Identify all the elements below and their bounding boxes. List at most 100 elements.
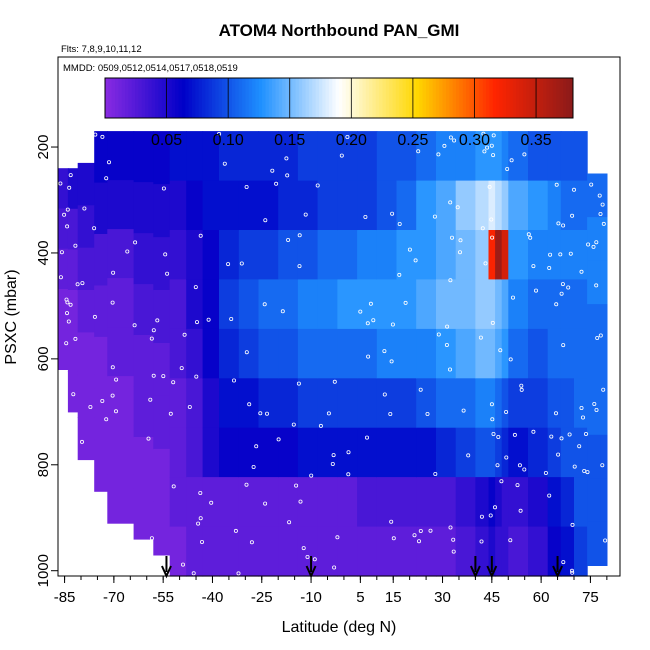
heat-cell — [547, 477, 562, 528]
data-marker — [531, 264, 536, 269]
y-tick-label: 600 — [35, 346, 52, 371]
heat-cell — [337, 180, 358, 231]
heat-cell — [202, 477, 220, 528]
data-marker — [481, 131, 486, 136]
data-marker — [206, 317, 211, 322]
data-marker — [199, 540, 204, 545]
colorbar-segment — [198, 78, 203, 118]
colorbar-segment — [395, 78, 400, 118]
colorbar-segment — [506, 78, 510, 118]
heat-cell — [501, 279, 509, 330]
data-marker — [577, 444, 582, 449]
data-marker — [58, 181, 63, 186]
data-marker — [244, 482, 249, 487]
colorbar-segment — [445, 78, 450, 118]
heat-cell — [107, 229, 135, 279]
heat-cell — [455, 477, 476, 528]
colorbar-segment — [315, 78, 320, 118]
colorbar-segment — [195, 78, 200, 118]
heat-cell — [574, 180, 588, 231]
heat-cell — [169, 427, 187, 478]
colorbar-segment — [245, 78, 250, 118]
heat-cell — [508, 328, 529, 379]
colorbar-segment — [248, 78, 253, 118]
data-marker — [485, 145, 490, 150]
x-tick-label: 60 — [533, 589, 550, 606]
colorbar-segment — [489, 78, 494, 118]
colorbar: 0.05 0.10 0.15 0.20 0.25 0.30 0.35 — [104, 77, 574, 149]
data-marker — [254, 444, 259, 449]
x-tick-label: -40 — [202, 589, 224, 606]
colorbar-segment — [215, 78, 220, 118]
heat-cell — [396, 328, 417, 379]
heat-cell — [495, 180, 503, 231]
heat-cell — [258, 180, 279, 231]
heat-cell — [202, 378, 220, 429]
heat-cell — [436, 131, 457, 182]
heat-cell — [560, 378, 575, 429]
data-marker — [452, 138, 457, 143]
data-marker — [133, 240, 138, 245]
heat-cell — [186, 477, 204, 528]
colorbar-segment — [305, 78, 310, 118]
heat-cell — [376, 477, 398, 528]
heat-cell — [396, 180, 417, 231]
heat-cell — [202, 131, 220, 182]
heat-cell — [436, 230, 457, 280]
heat-cell — [337, 526, 358, 577]
data-marker — [428, 528, 433, 533]
heat-cell — [376, 328, 398, 379]
data-marker — [479, 539, 484, 544]
heat-cell — [153, 448, 171, 503]
heat-cell — [547, 427, 562, 478]
heat-cell — [297, 526, 319, 577]
colorbar-segment — [161, 78, 166, 118]
data-marker — [559, 291, 564, 296]
heat-cell — [528, 378, 549, 429]
heat-cell — [528, 427, 549, 478]
heat-cell — [107, 376, 135, 426]
colorbar-segment — [499, 78, 504, 118]
data-marker — [303, 212, 308, 217]
x-tick-label: -55 — [152, 589, 174, 606]
colorbar-segment — [516, 78, 521, 118]
heat-cell — [574, 378, 588, 429]
data-marker — [193, 285, 198, 290]
heat-cell — [416, 279, 437, 330]
data-marker — [111, 270, 116, 275]
y-tick-label: 1000 — [35, 554, 52, 587]
colorbar-segment — [362, 78, 367, 118]
heat-cell — [186, 230, 204, 280]
colorbar-segment — [208, 78, 213, 118]
data-marker — [331, 453, 336, 458]
colorbar-segment — [278, 78, 283, 118]
data-marker — [179, 366, 184, 371]
heat-cell — [495, 378, 503, 429]
colorbar-segment — [292, 78, 297, 118]
data-marker — [191, 571, 196, 576]
data-marker — [346, 450, 351, 455]
data-marker — [554, 302, 559, 307]
data-marker — [522, 467, 527, 472]
data-marker — [110, 300, 115, 305]
data-marker — [554, 182, 559, 187]
heat-cell — [488, 279, 496, 330]
colorbar-tick-label: 0.30 — [459, 132, 490, 149]
data-marker — [592, 401, 597, 406]
heat-cell — [133, 284, 154, 336]
data-marker — [75, 282, 80, 287]
data-marker — [418, 529, 423, 534]
data-marker — [490, 320, 495, 325]
colorbar-segment — [382, 78, 387, 118]
heat-cell — [94, 388, 108, 441]
data-marker — [570, 522, 575, 527]
heat-cell — [278, 378, 299, 429]
data-marker — [418, 387, 423, 392]
heat-cell — [376, 427, 398, 478]
heat-cell — [560, 328, 575, 379]
data-marker — [442, 143, 447, 148]
data-marker — [73, 243, 78, 248]
data-marker — [519, 383, 524, 388]
data-marker — [312, 557, 317, 562]
data-marker — [448, 525, 453, 530]
